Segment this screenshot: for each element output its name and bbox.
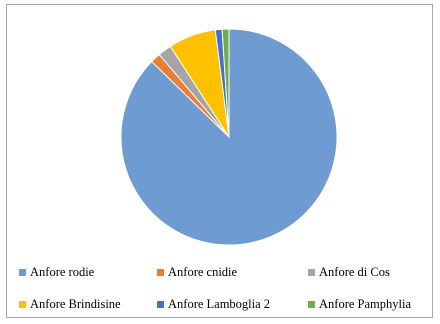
pie-slice-anfore-pamphylia xyxy=(221,28,230,138)
legend-swatch xyxy=(19,269,26,276)
legend-label: Anfore di Cos xyxy=(319,265,390,279)
chart-frame: Anfore rodie Anfore cnidie Anfore di Cos… xyxy=(6,4,433,318)
legend-item-anfore-di-cos: Anfore di Cos xyxy=(308,265,390,280)
legend-label: Anfore rodie xyxy=(30,265,95,279)
legend-label: Anfore cnidie xyxy=(168,265,238,279)
legend-swatch xyxy=(157,269,164,276)
legend-item-anfore-brindisine: Anfore Brindisine xyxy=(19,297,121,312)
legend-swatch xyxy=(308,301,315,308)
legend-item-anfore-lamboglia-2: Anfore Lamboglia 2 xyxy=(157,297,270,312)
legend-label: Anfore Lamboglia 2 xyxy=(168,297,271,311)
legend-item-anfore-pamphylia: Anfore Pamphylia xyxy=(308,297,411,312)
legend-label: Anfore Brindisine xyxy=(30,297,121,311)
legend-item-anfore-rodie: Anfore rodie xyxy=(19,265,94,280)
legend-swatch xyxy=(19,301,26,308)
legend-swatch xyxy=(157,301,164,308)
legend-item-anfore-cnidie: Anfore cnidie xyxy=(157,265,237,280)
pie-chart xyxy=(120,28,338,245)
legend-swatch xyxy=(308,269,315,276)
legend-label: Anfore Pamphylia xyxy=(319,297,411,311)
